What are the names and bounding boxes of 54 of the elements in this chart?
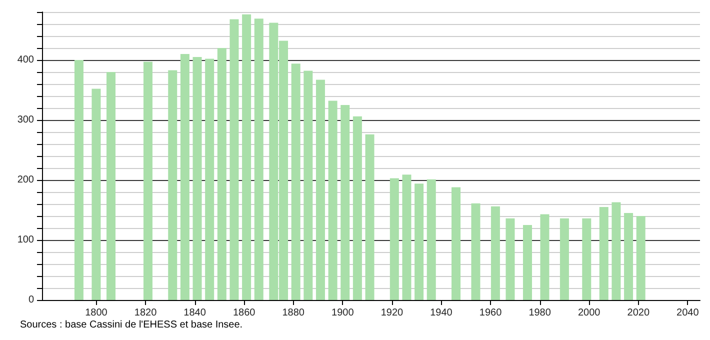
bar [340, 105, 350, 300]
bar [230, 19, 239, 300]
y-tick-label: 200 [17, 174, 34, 186]
x-tick-label: 1980 [528, 308, 552, 318]
x-tick-label: 2040 [676, 308, 700, 318]
bar [522, 225, 532, 300]
x-tick-label: 2020 [627, 308, 650, 318]
source-note: Sources : base Cassini de l'EHESS et base Insee. [20, 320, 243, 330]
bar [304, 70, 313, 300]
x-tick-label: 1960 [479, 308, 502, 318]
bar [291, 64, 300, 300]
bar [242, 14, 252, 300]
bar [390, 178, 399, 300]
bar [217, 48, 226, 300]
bar [414, 184, 424, 300]
bar [490, 206, 500, 300]
x-tick-label: 1820 [134, 308, 158, 318]
bar [506, 218, 515, 300]
bar [582, 218, 592, 300]
bar [328, 100, 338, 300]
x-tick-label: 1920 [380, 308, 404, 318]
bar [540, 214, 550, 300]
bar [612, 202, 621, 300]
bar [106, 72, 116, 300]
x-tick-label: 1840 [184, 308, 206, 318]
x-tick-label: 1880 [282, 308, 305, 318]
y-tick-label: 0 [28, 294, 34, 306]
bar [316, 80, 325, 300]
x-tick-label: 1800 [85, 308, 108, 318]
bar [192, 57, 202, 300]
bar [560, 218, 569, 300]
x-tick-label: 1900 [332, 308, 354, 318]
bar [143, 62, 152, 300]
bar [402, 174, 412, 300]
y-tick-label: 400 [17, 54, 34, 66]
bar [365, 134, 374, 300]
bar [180, 54, 190, 300]
bar [599, 207, 608, 300]
y-tick-label: 100 [17, 234, 34, 246]
bar [471, 203, 480, 300]
bar [624, 213, 634, 300]
x-tick-label: 1940 [430, 308, 453, 318]
y-tick-label: 300 [17, 114, 34, 126]
bar [254, 18, 264, 300]
x-tick-label: 2000 [578, 308, 601, 318]
bar [636, 216, 646, 300]
x-tick-label: 1860 [232, 308, 256, 318]
bar [92, 88, 101, 300]
bar [352, 116, 362, 300]
bar [168, 70, 178, 300]
bar [426, 179, 436, 300]
bar [74, 60, 84, 300]
bar [205, 58, 214, 300]
bar [452, 187, 461, 300]
